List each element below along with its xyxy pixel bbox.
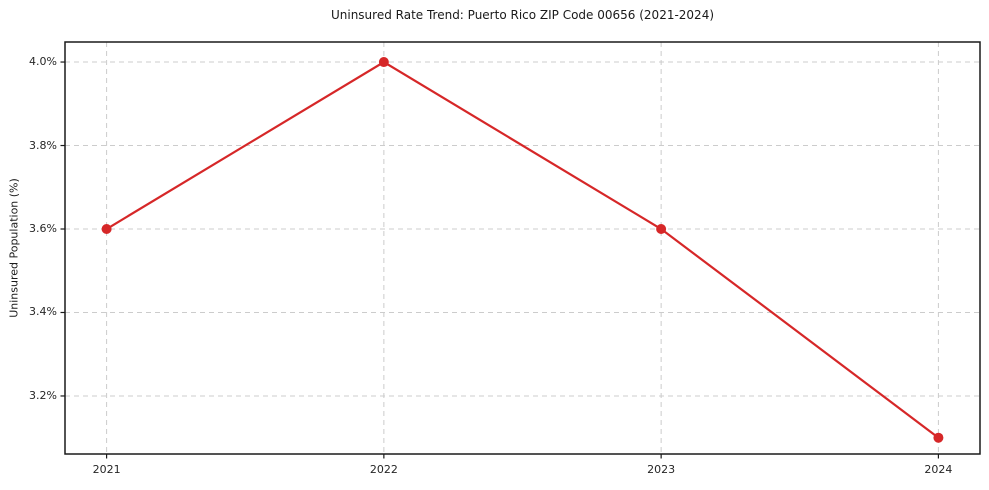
data-point-marker <box>656 224 667 235</box>
x-tick-label: 2023 <box>647 463 676 476</box>
x-tick-label: 2024 <box>924 463 953 476</box>
y-tick-label: 4.0% <box>29 55 57 69</box>
y-tick-label: 3.4% <box>29 305 57 319</box>
data-point-marker <box>378 57 389 68</box>
chart-title: Uninsured Rate Trend: Puerto Rico ZIP Co… <box>330 8 715 22</box>
x-tick-label: 2022 <box>369 463 398 476</box>
plot-border <box>64 41 981 455</box>
data-point-marker <box>933 432 944 443</box>
trend-line <box>105 60 940 439</box>
y-tick-label: 3.6% <box>29 222 57 235</box>
data-point-marker <box>101 224 112 235</box>
x-tick-label: 2021 <box>92 463 121 476</box>
y-tick-label: 3.8% <box>29 138 57 152</box>
y-tick-label: 3.2% <box>29 388 57 402</box>
